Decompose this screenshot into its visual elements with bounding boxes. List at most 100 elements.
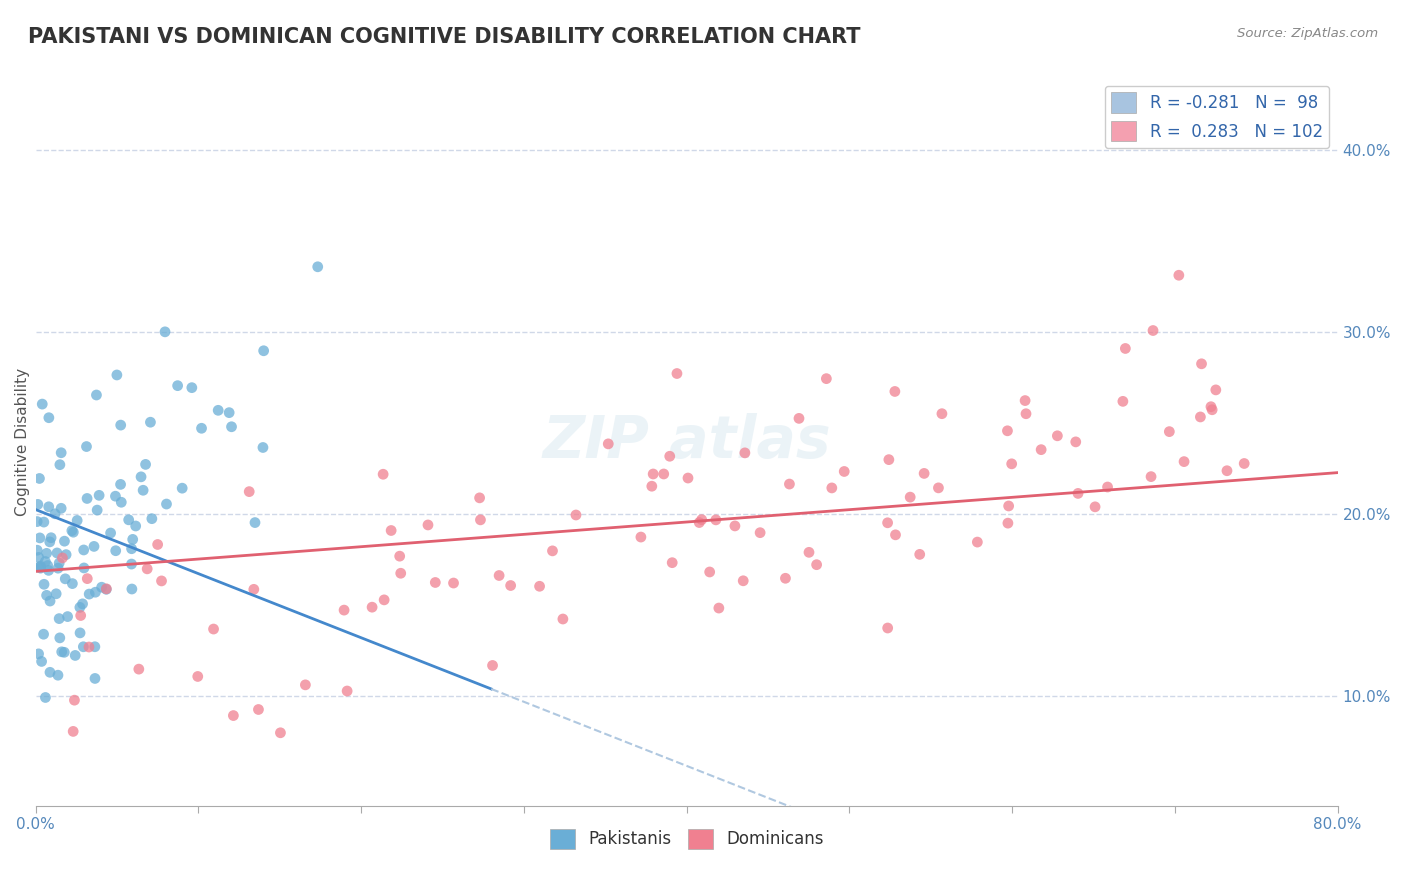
Point xyxy=(39,594,62,608)
Point xyxy=(1216,464,1239,478)
Point xyxy=(643,467,665,481)
Point xyxy=(66,513,89,527)
Point xyxy=(1097,480,1119,494)
Point xyxy=(1199,400,1222,414)
Point xyxy=(100,526,122,541)
Point xyxy=(129,470,152,484)
Point xyxy=(908,547,931,561)
Point xyxy=(665,367,688,381)
Point xyxy=(104,543,127,558)
Point xyxy=(724,519,747,533)
Point xyxy=(481,658,503,673)
Point xyxy=(676,471,699,485)
Point xyxy=(207,403,229,417)
Point xyxy=(1001,457,1024,471)
Point xyxy=(150,574,173,588)
Point xyxy=(821,481,844,495)
Point xyxy=(135,458,157,472)
Point xyxy=(661,556,683,570)
Point xyxy=(333,603,356,617)
Point xyxy=(361,600,384,615)
Point xyxy=(31,397,53,411)
Point xyxy=(1064,434,1087,449)
Point xyxy=(187,669,209,683)
Point xyxy=(218,406,240,420)
Point xyxy=(53,534,76,549)
Point xyxy=(541,544,564,558)
Point xyxy=(83,640,105,654)
Point xyxy=(1205,383,1227,397)
Point xyxy=(389,566,412,581)
Point xyxy=(1084,500,1107,514)
Point xyxy=(72,640,94,654)
Point xyxy=(77,640,100,654)
Point xyxy=(630,530,652,544)
Point xyxy=(927,481,949,495)
Point xyxy=(388,549,411,563)
Point xyxy=(73,561,96,575)
Point xyxy=(39,665,62,680)
Point xyxy=(63,693,86,707)
Point xyxy=(155,497,177,511)
Point xyxy=(238,484,260,499)
Point xyxy=(118,513,141,527)
Point xyxy=(38,563,60,577)
Point xyxy=(51,645,73,659)
Point xyxy=(76,440,98,454)
Point xyxy=(222,708,245,723)
Point xyxy=(86,503,108,517)
Point xyxy=(69,608,91,623)
Point xyxy=(141,511,163,525)
Point xyxy=(294,678,316,692)
Point xyxy=(73,543,96,558)
Point xyxy=(56,609,79,624)
Point xyxy=(86,388,108,402)
Point xyxy=(53,572,76,586)
Point xyxy=(380,524,402,538)
Point xyxy=(28,471,51,485)
Point xyxy=(77,587,100,601)
Point xyxy=(25,515,48,529)
Point xyxy=(51,550,73,565)
Point xyxy=(598,437,620,451)
Point xyxy=(46,668,69,682)
Point xyxy=(269,726,291,740)
Point xyxy=(110,418,132,433)
Point xyxy=(62,724,84,739)
Point xyxy=(105,368,128,382)
Point xyxy=(704,513,727,527)
Point xyxy=(252,441,274,455)
Point xyxy=(468,491,491,505)
Point xyxy=(63,648,86,663)
Point xyxy=(778,477,800,491)
Point xyxy=(46,546,69,560)
Point xyxy=(658,449,681,463)
Point xyxy=(1201,402,1223,417)
Point xyxy=(190,421,212,435)
Point xyxy=(443,576,465,591)
Point xyxy=(146,537,169,551)
Point xyxy=(87,488,110,502)
Point xyxy=(373,593,395,607)
Point xyxy=(551,612,574,626)
Point xyxy=(1046,429,1069,443)
Point xyxy=(247,702,270,716)
Text: ZIP atlas: ZIP atlas xyxy=(543,413,831,470)
Point xyxy=(28,531,51,545)
Point xyxy=(27,647,49,661)
Point xyxy=(425,575,447,590)
Point xyxy=(30,559,52,574)
Point xyxy=(60,576,83,591)
Point xyxy=(32,515,55,529)
Point xyxy=(221,419,243,434)
Point xyxy=(912,467,935,481)
Text: Source: ZipAtlas.com: Source: ZipAtlas.com xyxy=(1237,27,1378,40)
Point xyxy=(32,627,55,641)
Point xyxy=(876,516,898,530)
Point xyxy=(733,574,755,588)
Point xyxy=(470,513,492,527)
Point xyxy=(48,612,70,626)
Point xyxy=(128,662,150,676)
Point xyxy=(51,446,73,460)
Point xyxy=(55,548,77,562)
